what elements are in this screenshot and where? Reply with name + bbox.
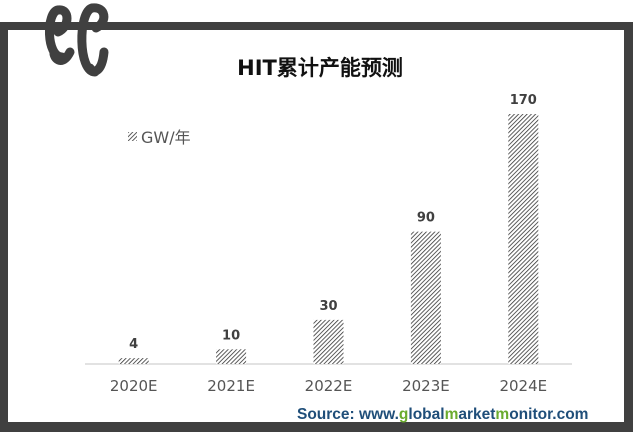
x-tick-label: 2020E	[110, 377, 158, 395]
source-segment: g	[398, 406, 409, 423]
x-tick-label: 2023E	[402, 377, 450, 395]
bar-2021E	[216, 349, 247, 364]
bar-2024E	[508, 114, 539, 364]
source-segment: m	[444, 406, 459, 423]
chart-title: HIT累计产能预测	[237, 56, 403, 80]
bar-2020E	[118, 358, 149, 364]
source-segment: arket	[458, 406, 496, 423]
ec-logo	[44, 3, 109, 77]
source-segment: Source: www.	[297, 406, 399, 423]
data-label: 90	[417, 211, 435, 226]
data-label: 10	[222, 328, 240, 343]
legend-label: GW/年	[141, 128, 191, 147]
source-segment: lobal	[408, 406, 445, 423]
source-text: Source: www.globalmarketmonitor.com	[297, 406, 588, 424]
legend: GW/年	[128, 124, 191, 148]
x-tick-label: 2021E	[207, 377, 255, 395]
x-tick-label: 2022E	[305, 377, 353, 395]
legend-swatch	[128, 131, 137, 141]
source-segment: onitor.com	[509, 406, 589, 423]
source-segment: m	[495, 406, 510, 423]
bar-2022E	[313, 319, 344, 364]
data-label: 4	[129, 337, 138, 352]
data-label: 30	[319, 299, 337, 314]
bar-2023E	[410, 231, 441, 364]
data-label: 170	[510, 93, 537, 108]
x-tick-label: 2024E	[499, 377, 547, 395]
